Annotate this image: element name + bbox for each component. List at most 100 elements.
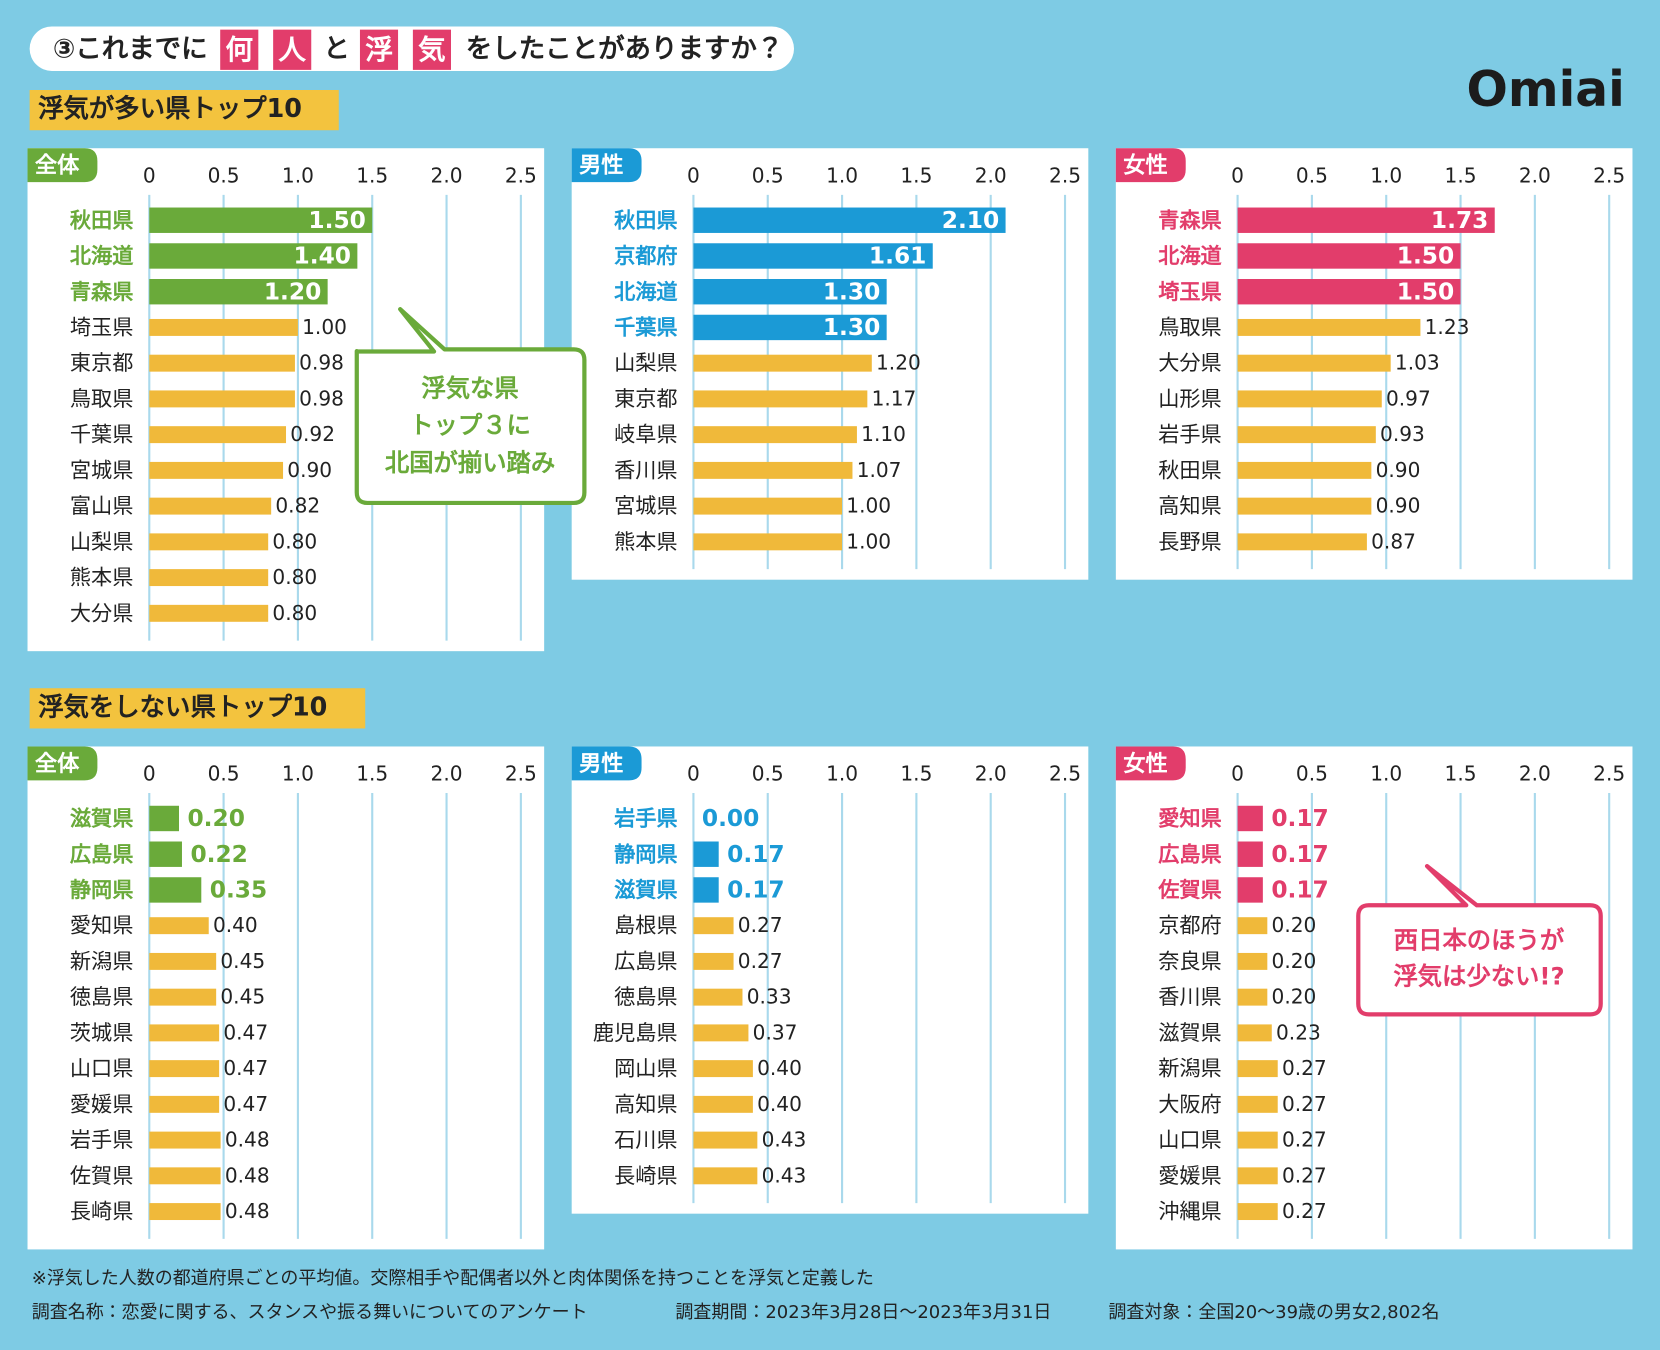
bar — [693, 314, 887, 341]
bar — [693, 354, 872, 372]
value-label: 1.40 — [294, 243, 351, 270]
bar — [1237, 1167, 1278, 1185]
value-label: 0.97 — [1386, 386, 1431, 410]
value-label: 1.07 — [857, 458, 902, 482]
value-label: 0.37 — [753, 1020, 798, 1044]
value-label: 0.48 — [225, 1163, 270, 1187]
panel-title: 男性 — [579, 751, 623, 777]
category-label: 山口県 — [1158, 1127, 1221, 1152]
category-label: 滋賀県 — [70, 806, 133, 831]
header-box-text: 何 — [225, 34, 253, 66]
category-label: 京都府 — [1158, 913, 1221, 938]
category-label: 鳥取県 — [1158, 314, 1221, 339]
category-label: 京都府 — [614, 243, 677, 268]
value-label: 0.82 — [275, 494, 320, 518]
bar — [1237, 952, 1268, 970]
x-tick-label: 1.0 — [282, 762, 314, 786]
category-label: 鳥取県 — [70, 386, 133, 411]
x-tick-label: 1.0 — [1370, 163, 1402, 187]
x-tick-label: 2.0 — [1519, 163, 1551, 187]
header-text: と — [323, 33, 349, 64]
value-label: 0.45 — [220, 985, 265, 1009]
bar — [149, 1095, 220, 1113]
x-tick-label: 0.5 — [208, 762, 240, 786]
value-label: 0.17 — [1271, 841, 1328, 868]
bar — [1237, 1060, 1278, 1078]
x-tick-label: 1.5 — [356, 762, 388, 786]
bar — [149, 1167, 221, 1185]
value-label: 1.73 — [1431, 207, 1488, 234]
category-label: 東京都 — [70, 350, 133, 375]
category-label: 岐阜県 — [614, 422, 677, 447]
x-tick-label: 1.5 — [356, 163, 388, 187]
callout-text: 浮気は少ない!? — [1393, 961, 1564, 990]
value-label: 0.40 — [757, 1056, 802, 1080]
category-label: 熊本県 — [70, 565, 133, 590]
category-label: 岡山県 — [614, 1056, 677, 1081]
category-label: 埼玉県 — [1158, 279, 1221, 304]
bar — [1237, 877, 1263, 903]
bar — [693, 1167, 758, 1185]
value-label: 0.27 — [1282, 1163, 1327, 1187]
x-tick-label: 2.5 — [505, 163, 537, 187]
value-label: 0.47 — [223, 1092, 268, 1116]
callout-text: 北国が揃い踏み — [385, 448, 555, 477]
category-label: 静岡県 — [70, 877, 133, 902]
panel — [571, 746, 1089, 1214]
category-label: 千葉県 — [70, 422, 133, 447]
header-box-text: 浮 — [365, 34, 393, 66]
category-label: 高知県 — [614, 1091, 677, 1116]
value-label: 0.98 — [299, 386, 344, 410]
category-label: 広島県 — [614, 948, 677, 973]
x-tick-label: 1.5 — [1445, 163, 1477, 187]
bar — [693, 461, 853, 479]
value-label: 0.27 — [1282, 1199, 1327, 1223]
bar — [1237, 1131, 1278, 1149]
value-label: 0.40 — [213, 913, 258, 937]
value-label: 0.47 — [223, 1056, 268, 1080]
category-label: 高知県 — [1158, 493, 1221, 518]
x-tick-label: 0.5 — [1296, 762, 1328, 786]
bar — [693, 988, 743, 1006]
x-tick-label: 0.5 — [1296, 163, 1328, 187]
value-label: 1.00 — [846, 529, 891, 553]
bar — [693, 279, 887, 305]
panel-tab — [1115, 148, 1186, 183]
x-tick-label: 0 — [687, 762, 700, 786]
value-label: 0.40 — [757, 1092, 802, 1116]
logo: Omiai — [1466, 62, 1624, 118]
bar — [1237, 426, 1376, 444]
bar — [693, 390, 868, 408]
category-label: 静岡県 — [614, 841, 677, 866]
header-box-text: 人 — [277, 34, 306, 66]
bar — [693, 1024, 749, 1042]
x-tick-label: 1.0 — [1370, 762, 1402, 786]
category-label: 山口県 — [70, 1056, 133, 1081]
bar — [693, 917, 734, 935]
value-label: 1.61 — [869, 243, 926, 270]
value-label: 0.48 — [225, 1199, 270, 1223]
bar — [149, 279, 328, 305]
value-label: 0.90 — [287, 458, 332, 482]
bar — [693, 533, 843, 551]
x-tick-label: 2.5 — [1049, 762, 1081, 786]
bar — [149, 461, 284, 479]
header-box-text: 気 — [418, 34, 446, 66]
category-label: 秋田県 — [70, 207, 133, 232]
callout: 浮気な県 トップ３に 北国が揃い踏み — [354, 307, 587, 506]
value-label: 0.17 — [727, 841, 784, 868]
category-label: 新潟県 — [70, 948, 133, 973]
category-label: 熊本県 — [614, 529, 677, 554]
category-label: 愛知県 — [1158, 806, 1221, 831]
bar — [693, 841, 719, 867]
category-label: 徳島県 — [70, 984, 133, 1009]
category-label: 山梨県 — [614, 350, 677, 375]
category-label: 広島県 — [1158, 841, 1221, 866]
panel-title: 男性 — [579, 153, 623, 179]
value-label: 2.10 — [942, 207, 999, 234]
bar — [149, 1024, 220, 1042]
callout-text: 浮気な県 — [421, 374, 518, 403]
x-tick-label: 2.0 — [975, 762, 1007, 786]
bar — [1237, 207, 1495, 233]
footer-note: ※浮気した人数の都道府県ごとの平均値。交際相手や配偶者以外と肉体関係を持つことを… — [32, 1268, 874, 1289]
